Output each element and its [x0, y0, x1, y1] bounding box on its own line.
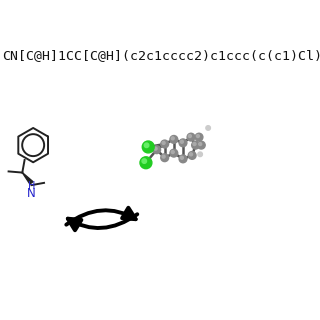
Circle shape — [161, 154, 169, 162]
Circle shape — [153, 146, 161, 154]
Circle shape — [192, 141, 199, 149]
Polygon shape — [22, 172, 33, 184]
Circle shape — [198, 152, 203, 156]
Circle shape — [189, 153, 193, 156]
Circle shape — [180, 156, 183, 159]
Circle shape — [193, 143, 196, 146]
Circle shape — [170, 136, 178, 143]
Circle shape — [162, 141, 165, 144]
Circle shape — [188, 152, 196, 159]
Text: H: H — [28, 181, 35, 191]
Circle shape — [180, 140, 183, 143]
Circle shape — [206, 126, 211, 130]
Circle shape — [195, 133, 203, 141]
Circle shape — [161, 140, 169, 148]
Circle shape — [144, 143, 149, 148]
Text: N: N — [27, 188, 36, 200]
Circle shape — [199, 143, 202, 146]
Circle shape — [179, 155, 187, 163]
Circle shape — [142, 159, 147, 163]
Circle shape — [162, 155, 165, 158]
Circle shape — [171, 137, 174, 140]
Circle shape — [196, 134, 199, 138]
Circle shape — [171, 151, 174, 154]
Circle shape — [187, 133, 195, 141]
Circle shape — [188, 134, 191, 138]
Circle shape — [197, 141, 205, 149]
Circle shape — [179, 139, 187, 147]
Text: CN[C@H]1CC[C@H](c2c1cccc2)c1ccc(c(c1)Cl)Cl: CN[C@H]1CC[C@H](c2c1cccc2)c1ccc(c(c1)Cl)… — [2, 49, 320, 62]
Circle shape — [140, 157, 152, 169]
Circle shape — [154, 147, 157, 150]
Circle shape — [170, 149, 178, 157]
Circle shape — [142, 141, 154, 153]
